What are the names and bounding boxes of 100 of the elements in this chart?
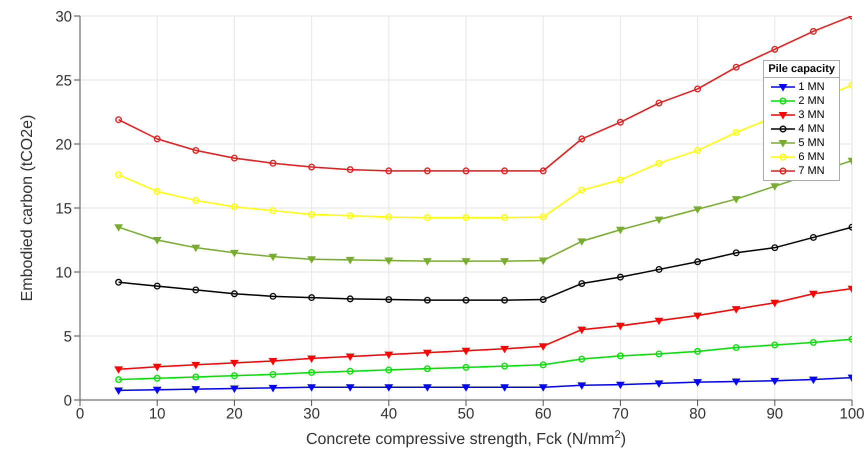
point: [230, 203, 238, 210]
point: [154, 188, 161, 195]
legend-label: 5 MN: [798, 137, 825, 149]
point: [770, 378, 779, 385]
point: [153, 237, 162, 244]
x-tick-label: 30: [303, 406, 320, 423]
point: [192, 386, 200, 394]
point: [114, 387, 123, 394]
point: [656, 350, 662, 358]
x-tick-label: 80: [689, 406, 706, 423]
point: [230, 372, 238, 380]
point: [694, 379, 702, 386]
point: [230, 360, 238, 367]
x-tick-label: 40: [380, 406, 398, 423]
point: [114, 366, 123, 374]
point: [269, 384, 277, 392]
point: [385, 214, 392, 220]
point: [115, 278, 122, 286]
point: [346, 166, 354, 174]
x-tick-label: 90: [766, 406, 784, 423]
point: [616, 274, 624, 281]
point: [462, 348, 470, 355]
y-tick-label: 15: [55, 200, 72, 218]
point: [694, 206, 702, 214]
y-tick-label: 10: [55, 264, 72, 282]
point: [308, 355, 316, 362]
x-tick-label: 10: [148, 406, 166, 423]
x-tick-label: 20: [226, 406, 243, 423]
point: [192, 286, 200, 294]
point: [540, 214, 547, 220]
point: [346, 354, 354, 360]
point: [424, 365, 431, 372]
y-axis-title: Embodied carbon (tCO2e): [19, 114, 36, 302]
point: [500, 384, 509, 392]
point: [501, 167, 508, 174]
point: [500, 346, 509, 353]
point: [809, 290, 818, 298]
point: [462, 384, 470, 392]
point: [308, 210, 316, 218]
point: [616, 176, 624, 184]
point: [655, 216, 663, 224]
point: [694, 86, 702, 92]
x-tick-label: 50: [458, 406, 474, 423]
point: [385, 167, 392, 174]
point: [192, 196, 200, 204]
point: [270, 292, 276, 300]
point: [809, 376, 818, 384]
y-tick-label: 25: [55, 72, 72, 90]
point: [656, 100, 662, 106]
point: [578, 280, 586, 287]
point: [810, 338, 817, 346]
y-tick-label: 5: [64, 328, 72, 346]
y-tick-label: 20: [55, 136, 72, 154]
point: [578, 356, 586, 362]
point: [270, 207, 276, 214]
y-tick-label: 0: [64, 392, 72, 410]
point: [346, 256, 354, 264]
point: [423, 258, 432, 266]
point: [540, 296, 547, 303]
point: [694, 146, 702, 154]
point: [192, 374, 200, 380]
legend-label: 3 MN: [798, 109, 825, 121]
point: [616, 322, 624, 330]
point: [462, 167, 470, 174]
point: [308, 294, 316, 302]
point: [462, 258, 470, 266]
point: [616, 352, 624, 360]
point: [655, 318, 663, 325]
point: [115, 376, 122, 383]
point: [771, 244, 778, 252]
point: [115, 116, 122, 124]
point: [500, 258, 509, 266]
point: [770, 183, 779, 190]
point: [346, 384, 354, 392]
point: [732, 344, 740, 351]
point: [810, 234, 817, 241]
point: [616, 382, 624, 389]
point: [269, 254, 277, 261]
point: [462, 214, 470, 222]
point: [308, 384, 316, 392]
point: [192, 146, 200, 154]
point: [732, 306, 740, 314]
point: [384, 384, 393, 392]
point: [423, 384, 432, 392]
point: [385, 366, 392, 374]
point: [308, 369, 316, 376]
point: [154, 282, 161, 290]
legend-label: 4 MN: [798, 123, 825, 135]
point: [384, 258, 393, 264]
point: [192, 244, 200, 252]
x-tick-label: 0: [76, 406, 84, 423]
point: [308, 164, 316, 170]
point: [462, 364, 470, 371]
point: [230, 250, 238, 257]
point: [501, 362, 508, 370]
point: [732, 249, 740, 256]
point: [501, 296, 508, 304]
point: [656, 160, 662, 167]
point: [539, 384, 548, 392]
x-tick-label: 100: [839, 406, 865, 423]
